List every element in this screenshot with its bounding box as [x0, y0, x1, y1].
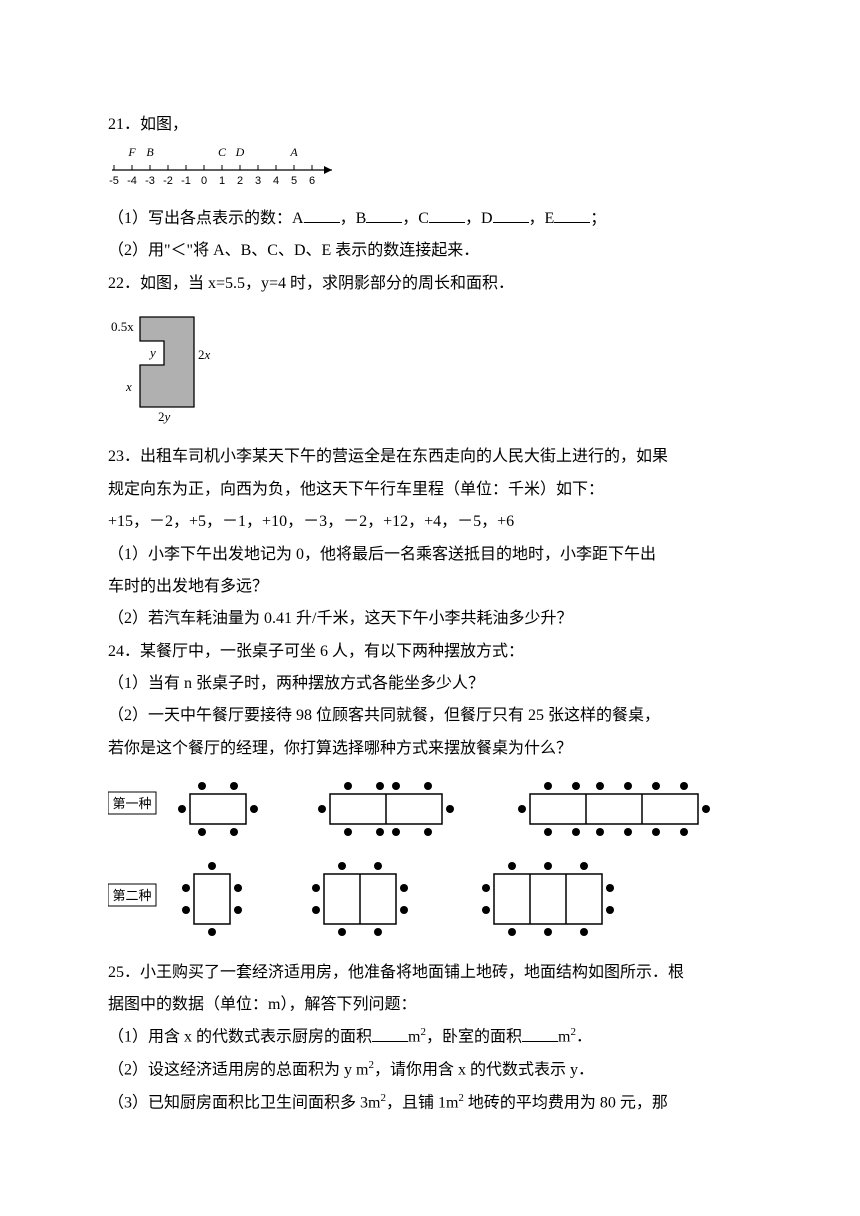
svg-text:2y: 2y	[158, 409, 171, 424]
q21-p1-m2: ，C	[402, 210, 429, 227]
blank-kitchen[interactable]	[372, 1024, 408, 1042]
svg-text:D: D	[235, 145, 245, 159]
q21-p1: （1）写出各点表示的数：A ，B ，C ，D ，E ；	[108, 204, 752, 234]
svg-text:y: y	[148, 345, 156, 360]
q24-header: 24．某餐厅中，一张桌子可坐 6 人，有以下两种摆放方式：	[108, 637, 752, 667]
svg-text:-4: -4	[127, 175, 137, 187]
q23-p1a: （1）小李下午出发地记为 0，他将最后一名乘客送抵目的地时，小李距下午出	[108, 540, 752, 570]
blank-d[interactable]	[493, 205, 529, 223]
svg-text:-1: -1	[181, 175, 191, 187]
q25-p3-mid: ，且铺 1m	[386, 1094, 458, 1111]
q21-p1-pre: （1）写出各点表示的数：A	[108, 210, 304, 227]
q25-l1: 25．小王购买了一套经济适用房，他准备将地面铺上地砖，地面结构如图所示．根	[108, 958, 752, 988]
svg-text:5: 5	[291, 175, 297, 187]
q21-p1-end: ；	[590, 210, 606, 227]
q25-p1-end: ．	[576, 1029, 592, 1046]
svg-text:3: 3	[255, 175, 261, 187]
q21-p2: （2）用"＜"将 A、B、C、D、E 表示的数连接起来．	[108, 236, 752, 266]
svg-text:F: F	[127, 145, 136, 159]
q25-p1: （1）用含 x 的代数式表示厨房的面积m2，卧室的面积m2．	[108, 1022, 752, 1053]
q25-p1-u2: m	[558, 1029, 570, 1046]
q25-p3-pre: （3）已知厨房面积比卫生间面积多 3m	[108, 1094, 380, 1111]
svg-text:-2: -2	[163, 175, 173, 187]
svg-text:4: 4	[273, 175, 279, 187]
svg-text:第一种: 第一种	[112, 796, 151, 811]
q22-shape: 0.5x y 2x x 2y	[108, 305, 752, 436]
q25-p2-pre: （2）设这经济适用房的总面积为 y m	[108, 1061, 368, 1078]
q21-header: 21．如图，	[108, 110, 752, 140]
svg-text:-3: -3	[145, 175, 155, 187]
blank-a[interactable]	[304, 205, 340, 223]
blank-c[interactable]	[429, 205, 465, 223]
svg-text:C: C	[218, 145, 227, 159]
q24-tables: 第一种 第二种	[108, 770, 752, 951]
q25-p1-pre: （1）用含 x 的代数式表示厨房的面积	[108, 1029, 372, 1046]
svg-text:-5: -5	[109, 175, 119, 187]
svg-text:x: x	[125, 379, 132, 394]
svg-text:A: A	[289, 145, 298, 159]
q24-p2b: 若你是这个餐厅的经理，你打算选择哪种方式来摆放餐桌为什么？	[108, 734, 752, 764]
q21-p1-m3: ，D	[465, 210, 493, 227]
q23-p1b: 车时的出发地有多远？	[108, 572, 752, 602]
q24-p2a: （2）一天中午餐厅要接待 98 位顾客共同就餐，但餐厅只有 25 张这样的餐桌，	[108, 701, 752, 731]
q21-p1-m1: ，B	[340, 210, 367, 227]
svg-text:1: 1	[219, 175, 225, 187]
q24-p1: （1）当有 n 张桌子时，两种摆放方式各能坐多少人？	[108, 669, 752, 699]
q21-p1-m4: ，E	[529, 210, 555, 227]
q22-header: 22．如图，当 x=5.5，y=4 时，求阴影部分的周长和面积．	[108, 269, 752, 299]
q23-p2: （2）若汽车耗油量为 0.41 升/千米，这天下午小李共耗油多少升？	[108, 604, 752, 634]
q25-l2: 据图中的数据（单位：m），解答下列问题：	[108, 990, 752, 1020]
svg-text:0.5x: 0.5x	[111, 319, 134, 334]
svg-text:0: 0	[201, 175, 207, 187]
svg-text:2: 2	[237, 175, 243, 187]
blank-b[interactable]	[366, 205, 402, 223]
q25-p3-end: 地砖的平均费用为 80 元，那	[464, 1094, 668, 1111]
q25-p1-u1: m	[408, 1029, 420, 1046]
svg-text:2x: 2x	[198, 347, 211, 362]
q23-l1: 23．出租车司机小李某天下午的营运全是在东西走向的人民大街上进行的，如果	[108, 442, 752, 472]
q25-p2-end: ，请你用含 x 的代数式表示 y．	[374, 1061, 594, 1078]
q25-p2: （2）设这经济适用房的总面积为 y m2，请你用含 x 的代数式表示 y．	[108, 1055, 752, 1086]
blank-e[interactable]	[554, 205, 590, 223]
svg-text:第二种: 第二种	[112, 888, 151, 903]
q25-p3: （3）已知厨房面积比卫生间面积多 3m2，且铺 1m2 地砖的平均费用为 80 …	[108, 1088, 752, 1119]
q23-l2: 规定向东为正，向西为负，他这天下午行车里程（单位：千米）如下：	[108, 475, 752, 505]
blank-bedroom[interactable]	[522, 1024, 558, 1042]
svg-text:6: 6	[309, 175, 315, 187]
q21-number-line: F B C D A -5 -4 -3 -2 -1 0 1 2 3 4 5 6	[108, 142, 752, 199]
q23-l3: +15，－2，+5，－1，+10，－3，－2，+12，+4，－5，+6	[108, 507, 752, 537]
q25-p1-mid: ，卧室的面积	[426, 1029, 522, 1046]
svg-text:B: B	[146, 145, 154, 159]
